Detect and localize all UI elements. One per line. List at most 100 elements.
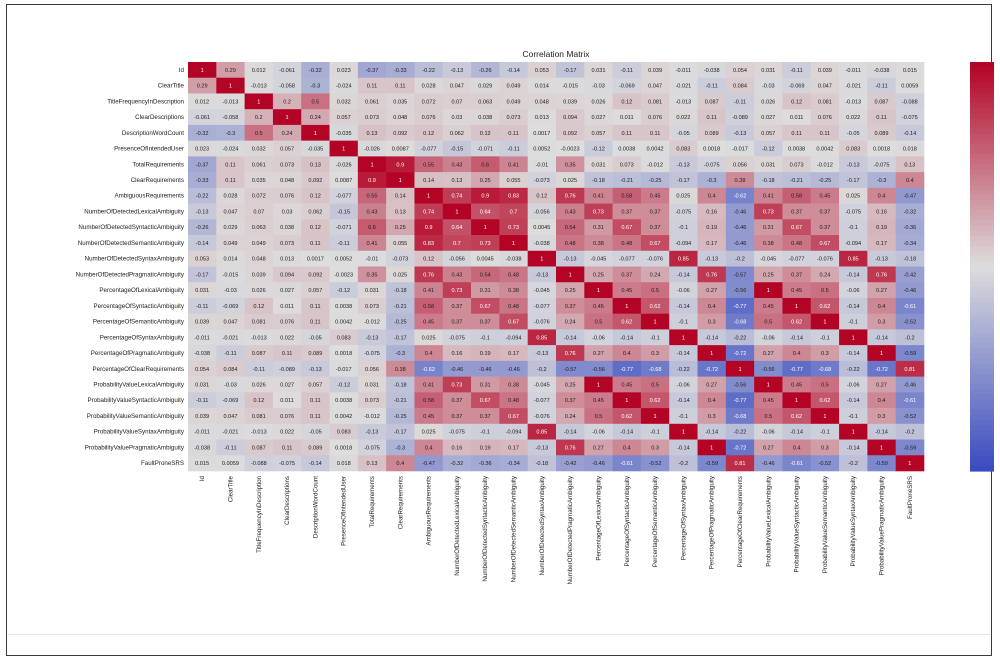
cell-value-label: -0.06 <box>847 382 860 388</box>
cell-value-label: -0.68 <box>734 320 747 326</box>
cell-value-label: 0.62 <box>819 398 830 404</box>
heatmap-cell <box>640 124 670 141</box>
heatmap-cell <box>329 93 359 110</box>
heatmap-cell <box>188 219 217 236</box>
heatmap-cell <box>895 423 925 440</box>
cell-value-label: -0.076 <box>534 320 550 326</box>
cell-value-label: -0.06 <box>592 335 605 341</box>
heatmap-cell <box>612 93 642 110</box>
colorbar-segment <box>970 271 994 278</box>
heatmap-cell <box>471 282 500 299</box>
cell-value-label: 0.19 <box>480 445 491 451</box>
heatmap-cell <box>414 408 444 425</box>
cell-value-label: -0.22 <box>734 430 747 436</box>
cell-value-label: 0.027 <box>280 288 294 294</box>
heatmap-cell <box>867 156 896 173</box>
cell-value-label: -0.13 <box>309 367 322 373</box>
row-tick-label: TitleFrequencyInDescription <box>107 98 184 105</box>
heatmap-cell <box>612 376 642 393</box>
heatmap-cell <box>301 408 330 425</box>
heatmap-cell <box>442 109 472 126</box>
cell-value-label: -0.59 <box>875 461 888 467</box>
heatmap-cell <box>329 266 359 283</box>
cell-value-label: 0.35 <box>565 162 576 168</box>
heatmap-cell <box>527 235 557 252</box>
cell-value-label: 0.072 <box>252 194 266 200</box>
cell-value-label: 0.12 <box>536 194 547 200</box>
cell-value-label: 0.41 <box>367 241 378 247</box>
heatmap-cell <box>895 156 925 173</box>
heatmap-cell <box>357 282 387 299</box>
heatmap-cell <box>782 140 812 157</box>
heatmap-cell <box>669 455 698 472</box>
heatmap-cell <box>556 455 585 472</box>
heatmap-cell <box>697 266 727 283</box>
cell-value-label: 1 <box>654 320 657 326</box>
cell-value-label: -0.075 <box>675 209 691 215</box>
heatmap-cell <box>725 439 755 456</box>
cell-value-label: 0.072 <box>422 99 436 105</box>
cell-value-label: 0.0042 <box>335 320 352 326</box>
heatmap-cell <box>810 329 840 346</box>
heatmap-cell <box>188 360 217 377</box>
heatmap-cell <box>527 140 557 157</box>
cell-value-label: 0.011 <box>620 115 634 121</box>
cell-value-label: -0.59 <box>903 445 916 451</box>
cell-value-label: -0.038 <box>874 68 890 74</box>
cell-value-label: 0.0052 <box>335 257 352 263</box>
heatmap-cell <box>329 455 359 472</box>
cell-value-label: 0.45 <box>621 288 632 294</box>
heatmap-cell <box>584 156 613 173</box>
cell-value-label: -0.72 <box>705 367 718 373</box>
cell-value-label: 0.12 <box>791 99 802 105</box>
cell-value-label: -0.0023 <box>334 272 353 278</box>
heatmap-cell <box>754 250 783 267</box>
colorbar-segment <box>970 338 994 344</box>
heatmap-cell <box>754 313 783 330</box>
cell-value-label: -0.21 <box>394 304 407 310</box>
heatmap-cell <box>414 109 444 126</box>
cell-value-label: 1 <box>201 68 204 74</box>
cell-value-label: 0.087 <box>252 351 266 357</box>
cell-value-label: 0.67 <box>508 414 519 420</box>
heatmap-cell <box>386 439 415 456</box>
heatmap-cell <box>867 345 896 362</box>
heatmap-cell <box>357 172 387 189</box>
cell-value-label: -0.13 <box>564 257 577 263</box>
cell-value-label: -0.33 <box>394 68 407 74</box>
cell-value-label: 0.83 <box>423 241 434 247</box>
heatmap-cell <box>442 282 472 299</box>
cell-value-label: 0.6 <box>481 162 489 168</box>
cell-value-label: 0.4 <box>425 445 433 451</box>
heatmap-cell <box>329 282 359 299</box>
cell-value-label: 0.11 <box>791 131 801 137</box>
heatmap-cell <box>895 250 925 267</box>
cell-value-label: 0.12 <box>310 194 321 200</box>
column-tick-label: ProbabilityValueSyntaxAmbiguity <box>850 475 857 566</box>
colorbar-segment <box>970 302 994 308</box>
cell-value-label: 0.3 <box>651 445 659 451</box>
heatmap-cell <box>584 345 613 362</box>
heatmap-cell <box>442 62 472 79</box>
heatmap-cell <box>640 423 670 440</box>
heatmap-cell <box>754 392 783 409</box>
heatmap-cell <box>697 124 727 141</box>
cell-value-label: -0.3 <box>395 351 405 357</box>
heatmap-cell <box>499 345 528 362</box>
cell-value-label: 0.063 <box>478 99 492 105</box>
heatmap-cell <box>839 250 868 267</box>
cell-value-label: 0.4 <box>878 194 886 200</box>
cell-value-label: -0.18 <box>394 382 407 388</box>
heatmap-cell <box>725 392 755 409</box>
heatmap-cell <box>442 423 472 440</box>
heatmap-cell <box>697 156 727 173</box>
cell-value-label: -0.52 <box>903 320 916 326</box>
cell-value-label: 0.0042 <box>335 414 352 420</box>
cell-value-label: 0.025 <box>393 272 407 278</box>
column-tick-label: PercentageOfPragmaticAmbiguity <box>709 475 716 569</box>
cell-value-label: 0.092 <box>308 178 322 184</box>
cell-value-label: 0.73 <box>451 288 462 294</box>
colorbar-segment <box>970 332 994 339</box>
cell-value-label: -0.038 <box>534 241 550 247</box>
cell-value-label: -0.12 <box>337 382 350 388</box>
